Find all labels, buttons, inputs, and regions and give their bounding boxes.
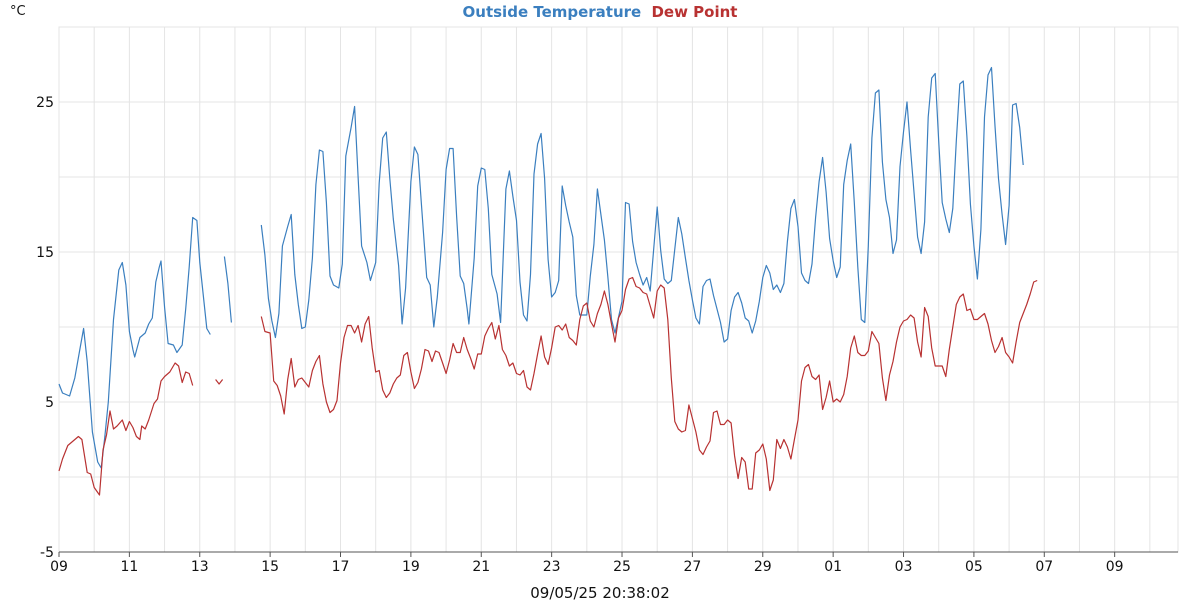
series-line-segment	[223, 256, 232, 323]
grid-layer	[58, 26, 1179, 553]
series-layer	[58, 66, 1038, 496]
series-dew-point	[58, 276, 1038, 496]
x-tick-label: 09	[50, 559, 68, 575]
series-line-segment	[260, 66, 1024, 343]
plot-frame	[58, 26, 1179, 553]
y-tick-label: 15	[36, 245, 54, 261]
series-line-segment	[58, 362, 194, 496]
x-tick-label: 01	[824, 559, 842, 575]
x-tick-label: 07	[1035, 559, 1053, 575]
x-tick-label: 27	[683, 559, 701, 575]
x-tick-label: 25	[613, 559, 631, 575]
y-tick-label: 25	[36, 95, 54, 111]
chart-title: Outside Temperature Dew Point	[463, 3, 738, 21]
x-tick-label: 21	[472, 559, 490, 575]
series-line-segment	[215, 379, 224, 385]
x-tick-label: 09	[1106, 559, 1124, 575]
y-axis-unit-label: °C	[10, 4, 26, 19]
series-line-segment	[260, 276, 1038, 492]
x-tick-label: 23	[543, 559, 561, 575]
title-outside-temperature: Outside Temperature	[463, 3, 642, 21]
title-dew-point: Dew Point	[651, 3, 737, 21]
y-tick-label: 5	[45, 395, 54, 411]
x-tick-label: 15	[261, 559, 279, 575]
x-tick-label: 11	[120, 559, 138, 575]
x-tick-label: 19	[402, 559, 420, 575]
timestamp-label: 09/05/25 20:38:02	[530, 584, 670, 600]
x-tick-label: 13	[191, 559, 209, 575]
series-outside-temperature	[58, 66, 1024, 469]
x-tick-label: 05	[965, 559, 983, 575]
x-tick-label: 03	[895, 559, 913, 575]
x-tick-label: 17	[332, 559, 350, 575]
x-tick-label: 29	[754, 559, 772, 575]
y-tick-label: -5	[40, 545, 54, 561]
series-line-segment	[58, 216, 211, 469]
